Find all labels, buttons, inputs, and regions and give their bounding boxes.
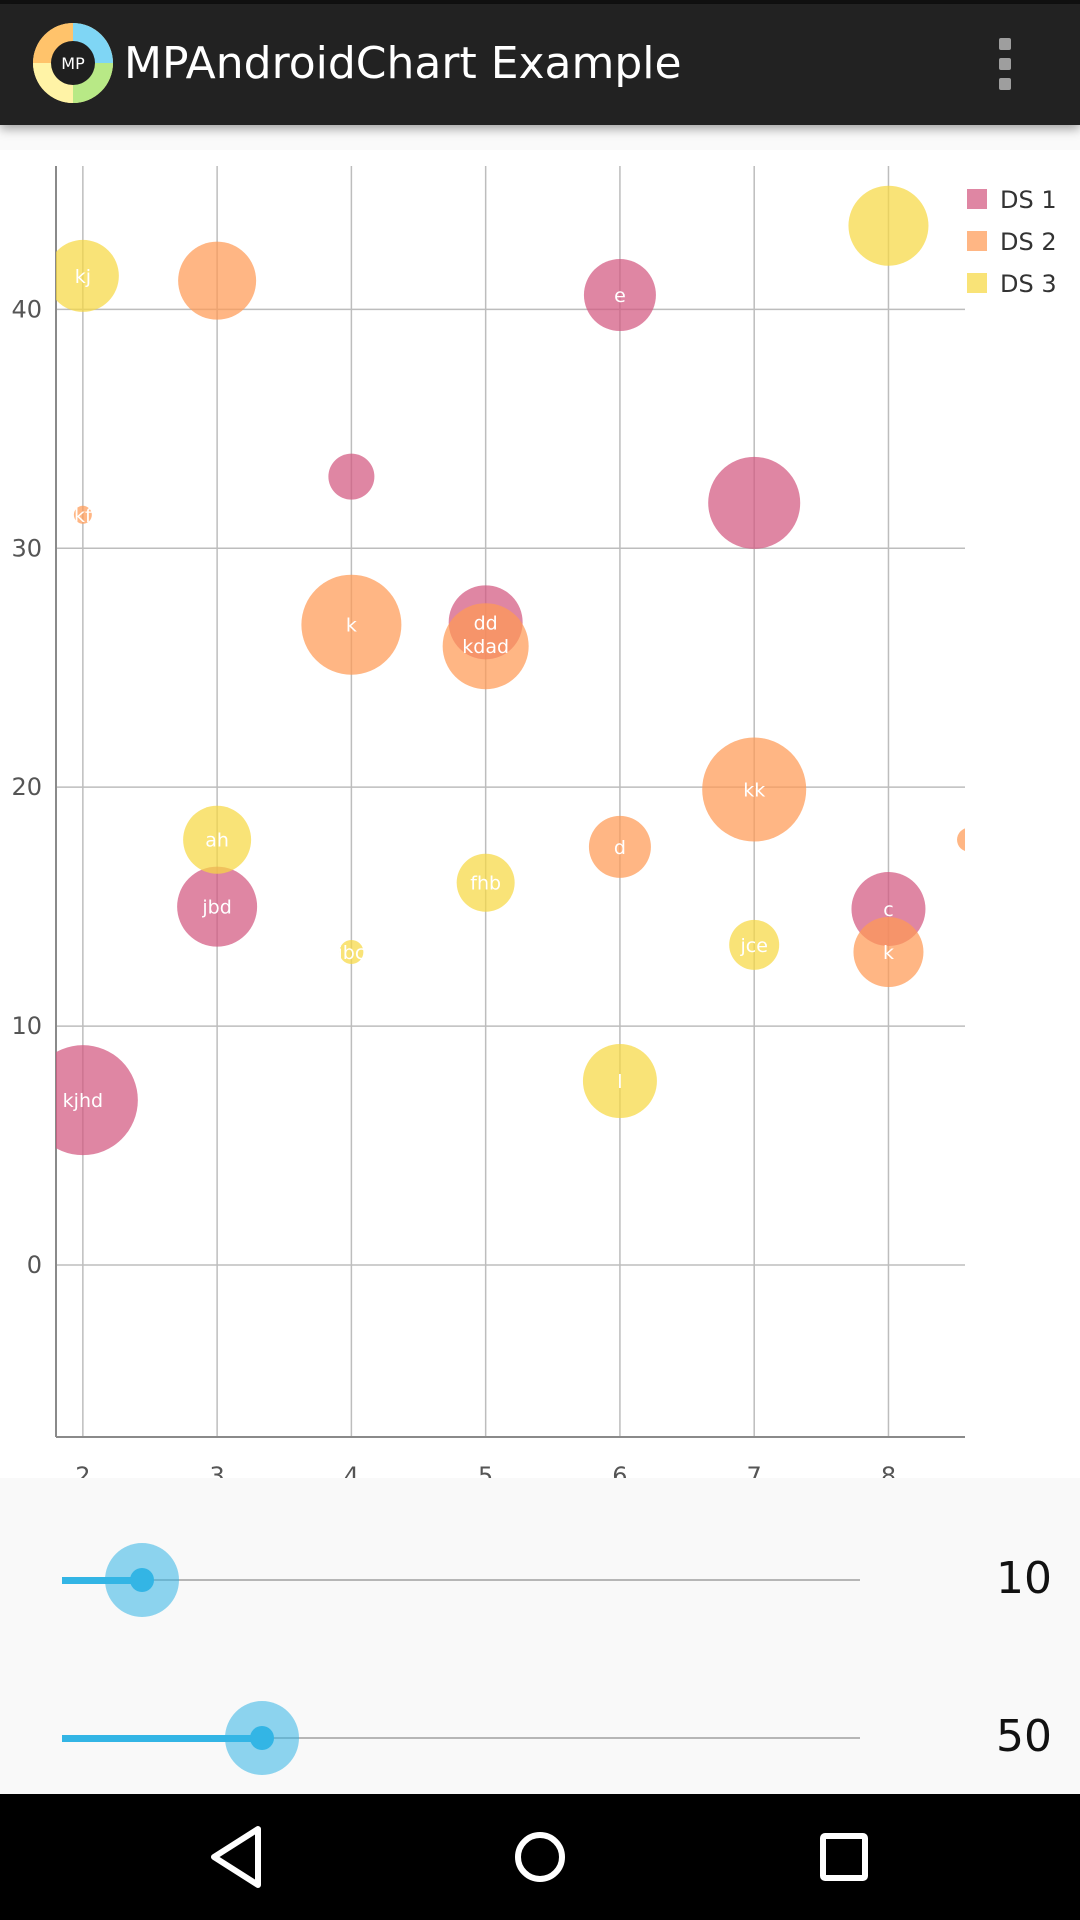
bubble-label: jce — [739, 935, 767, 957]
y-tick-label: 30 — [11, 534, 42, 562]
legend-label: DS 1 — [1000, 186, 1057, 214]
x-tick-label: 8 — [881, 1462, 896, 1480]
legend-label: DS 2 — [1000, 228, 1057, 256]
bubble-ds2 — [702, 737, 807, 842]
bubble-ds3 — [339, 940, 364, 965]
bubble-label: e — [614, 285, 626, 307]
bubble-label: dd — [474, 612, 498, 634]
app-bar: MP MPAndroidChart Example — [0, 4, 1080, 125]
bubble-chart[interactable]: 2 3 4 5 6 7 8 0 10 20 30 40 kjhd jbd dd e c kf k kdad d kk k kj… — [0, 150, 1080, 1480]
bubble-ds1 — [177, 866, 258, 947]
slider-fill — [62, 1735, 262, 1742]
bubble-ds1 — [708, 456, 801, 549]
legend-swatch — [967, 273, 987, 293]
y-tick-label: 0 — [27, 1251, 42, 1279]
slider-track — [62, 1737, 860, 1739]
bubble-ds3 — [848, 185, 929, 266]
slider-thumb[interactable] — [129, 1568, 154, 1592]
bubble-label: kdad — [462, 636, 509, 658]
bubble-ds2 — [588, 815, 651, 878]
bubble-ds2 — [853, 917, 924, 988]
bubble-ds3 — [456, 853, 515, 912]
app-title: MPAndroidChart Example — [124, 38, 682, 89]
bubble-ds1 — [583, 259, 656, 332]
bubble-ds3 — [582, 1044, 657, 1119]
navigation-bar — [0, 1794, 1080, 1920]
bubble-label: ah — [205, 830, 229, 852]
bubble-ds1 — [328, 453, 375, 500]
bubble-ds2 — [442, 603, 529, 690]
slider-1-value: 10 — [996, 1553, 1052, 1604]
bubble-ds2 — [957, 828, 965, 852]
mp-donut-logo-icon: MP — [33, 23, 113, 103]
bubble-label: jbc — [336, 942, 365, 964]
x-tick-label: 6 — [612, 1462, 627, 1480]
bubble-label: fhb — [470, 873, 501, 895]
y-tick-label: 10 — [11, 1012, 42, 1040]
bubble-label: kf — [74, 505, 93, 527]
bubble-label: kk — [743, 780, 765, 802]
home-circle-icon[interactable] — [490, 1807, 590, 1907]
bubble-ds1 — [56, 1045, 138, 1156]
y-tick-label: 40 — [11, 295, 42, 323]
bubble-label: c — [883, 899, 893, 921]
slider-fill — [62, 1577, 142, 1584]
x-tick-label: 5 — [478, 1462, 493, 1480]
slider-track — [62, 1579, 860, 1581]
legend-label: DS 3 — [1000, 270, 1057, 298]
bubble-label: k — [346, 615, 357, 637]
y-tick-label: 20 — [11, 773, 42, 801]
bubble-label: k — [883, 942, 894, 964]
bubble-ds2 — [178, 241, 257, 320]
chart-svg[interactable]: 2 3 4 5 6 7 8010203040kjhdjbdddeckfkkdaddkkkkj… — [0, 150, 1080, 1480]
bubble-label: kj — [75, 266, 91, 288]
slider-2-value: 50 — [996, 1711, 1052, 1762]
bubble-ds2 — [73, 505, 92, 524]
more-vert-icon[interactable] — [990, 32, 1020, 96]
bubble-label: l — [617, 1071, 622, 1093]
status-bar — [0, 0, 1080, 4]
bubble-label: jbd — [201, 897, 231, 919]
bubble-ds3 — [729, 919, 780, 970]
bubble-ds3 — [183, 805, 252, 874]
slider-2[interactable] — [62, 1698, 860, 1778]
legend-swatch — [967, 189, 987, 209]
recents-square-icon[interactable] — [794, 1807, 894, 1907]
bubble-ds2 — [301, 574, 402, 675]
logo-text: MP — [61, 54, 85, 73]
x-tick-label: 3 — [209, 1462, 224, 1480]
legend-swatch — [967, 231, 987, 251]
bubble-ds3 — [56, 239, 119, 312]
slider-thumb[interactable] — [249, 1726, 274, 1750]
x-tick-label: 4 — [344, 1462, 359, 1480]
back-triangle-icon[interactable] — [186, 1807, 286, 1907]
bubble-label: d — [614, 837, 626, 859]
x-tick-label: 7 — [747, 1462, 762, 1480]
x-tick-label: 2 — [75, 1462, 90, 1480]
slider-1[interactable] — [62, 1540, 860, 1620]
bubble-label: kjhd — [63, 1090, 103, 1112]
slider-panel: 10 50 — [0, 1478, 1080, 1794]
